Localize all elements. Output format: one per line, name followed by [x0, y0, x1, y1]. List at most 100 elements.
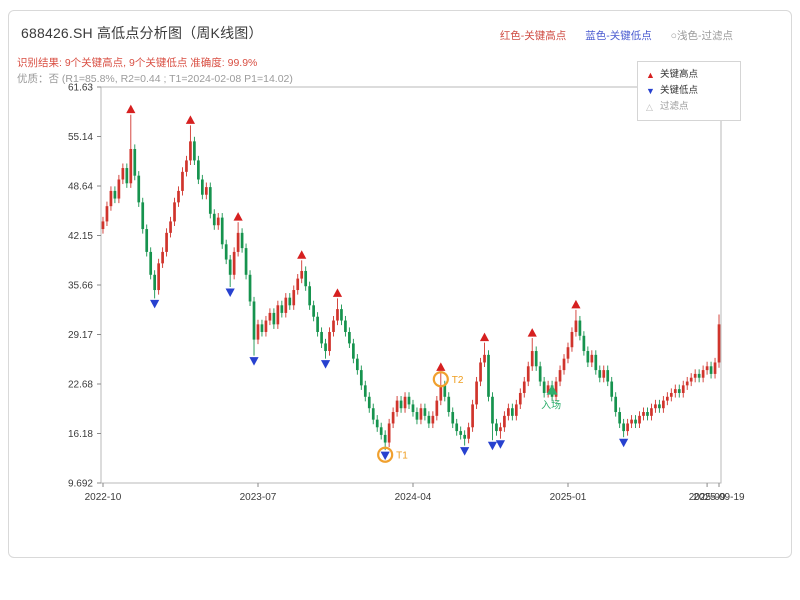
candle-body — [328, 331, 331, 352]
candle-body — [208, 187, 212, 214]
legend-label: 关键低点 — [660, 85, 699, 96]
candle-body — [268, 312, 272, 321]
recognition-result: 识别结果: 9个关键高点, 9个关键低点 准确度: 99.9% — [17, 57, 258, 69]
legend-label: 关键高点 — [660, 69, 699, 80]
candle-body — [244, 248, 248, 275]
candle-body — [713, 362, 717, 374]
candle-body — [554, 381, 558, 397]
y-tick-label: 9.692 — [68, 479, 93, 490]
candle-body — [296, 278, 300, 291]
key-low-triangle-icon: ▼ — [646, 86, 655, 96]
key-high-marker — [479, 332, 490, 342]
candle-body — [650, 408, 653, 416]
candle-body — [173, 202, 176, 222]
candle-body — [280, 305, 284, 313]
candle-body — [121, 168, 125, 180]
candle-body — [475, 381, 478, 405]
candle-body — [681, 385, 685, 393]
candle-body — [542, 381, 546, 393]
candle-body — [642, 412, 645, 416]
candle-body — [423, 408, 427, 416]
candle-body — [332, 320, 335, 332]
candle-body — [582, 335, 586, 352]
y-tick-label: 22.68 — [68, 380, 93, 391]
x-tick-label: 2024-04 — [395, 492, 432, 503]
key-low-marker — [320, 360, 331, 369]
candle-body — [407, 396, 411, 405]
candle-body — [240, 232, 244, 249]
candle-body — [602, 370, 606, 378]
candle-body — [538, 366, 542, 382]
candle-body — [212, 213, 216, 226]
candle-body — [355, 358, 359, 371]
key-high-marker — [185, 115, 196, 124]
figure-card: 688426.SH 高低点分析图（周K线图） 红色-关键高点 蓝色-关键低点 ○… — [8, 10, 792, 558]
candle-body — [471, 404, 474, 428]
top-legend: 红色-关键高点 蓝色-关键低点 ○浅色-过滤点 — [484, 28, 733, 43]
candle-body — [693, 373, 697, 378]
candle-body — [709, 366, 713, 374]
entry-label: 入场 — [541, 399, 561, 412]
candle-body — [228, 259, 232, 275]
candle-body — [284, 297, 288, 313]
candle-body — [510, 408, 514, 416]
candle-body — [324, 343, 327, 352]
candle-body — [626, 423, 629, 432]
candle-body — [570, 331, 574, 348]
candle-body — [371, 408, 375, 420]
legend-item-filtered: △ 过滤点 — [646, 99, 732, 115]
key-high-marker — [126, 104, 136, 114]
x-tick-label: 2023-07 — [240, 492, 277, 503]
candle-body — [256, 324, 260, 340]
candle-body — [264, 320, 268, 332]
candle-body — [137, 175, 141, 203]
candle-body — [646, 412, 649, 416]
candle-body — [399, 400, 403, 409]
candle-body — [518, 392, 522, 405]
candle-body — [463, 434, 467, 439]
candle-body — [153, 274, 157, 291]
candle-body — [435, 400, 439, 416]
candle-body — [181, 171, 184, 191]
candle-body — [586, 351, 590, 363]
candle-body — [359, 370, 363, 386]
candle-body — [479, 362, 482, 382]
candle-body — [129, 148, 133, 184]
candle-body — [610, 381, 614, 397]
candle-body — [320, 331, 323, 344]
candle-body — [419, 408, 423, 420]
candle-body — [248, 274, 252, 302]
candle-body — [669, 392, 673, 397]
candle-body — [272, 312, 276, 325]
entry-marker — [546, 384, 558, 395]
plot-border — [100, 86, 722, 484]
candle-body — [534, 351, 538, 367]
candle-body — [105, 206, 109, 222]
top-legend-key-low: 蓝色-关键低点 — [585, 30, 652, 42]
x-tick-label: 2025-01 — [550, 492, 587, 503]
candle-body — [503, 415, 506, 428]
candle-body — [590, 354, 594, 363]
annotation-label-t1: T1 — [396, 451, 408, 462]
chart-legend: ▲ 关键高点 ▼ 关键低点 △ 过滤点 — [637, 61, 741, 121]
candle-body — [232, 251, 236, 275]
candle-body — [614, 396, 618, 413]
legend-label: 过滤点 — [660, 101, 689, 112]
candle-body — [622, 423, 625, 432]
candle-body — [717, 324, 721, 363]
key-low-marker — [249, 357, 259, 366]
candle-body — [530, 351, 534, 367]
candle-body — [443, 385, 447, 397]
filtered-triangle-icon: △ — [646, 102, 653, 112]
candle-body — [236, 232, 240, 252]
candle-body — [654, 404, 657, 409]
candle-body — [578, 320, 582, 336]
candle-body — [403, 396, 407, 409]
candle-body — [316, 316, 319, 332]
key-high-marker — [332, 288, 343, 297]
legend-item-key-low: ▼ 关键低点 — [646, 83, 732, 99]
candle-body — [383, 434, 387, 443]
chart-title: 688426.SH 高低点分析图（周K线图） — [21, 25, 263, 41]
candle-body — [447, 396, 451, 413]
candle-body — [606, 370, 610, 382]
